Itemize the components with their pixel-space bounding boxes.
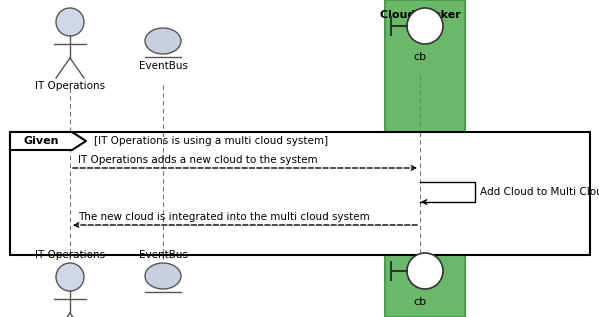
- Text: EventBus: EventBus: [138, 250, 187, 260]
- Ellipse shape: [145, 263, 181, 289]
- Circle shape: [56, 263, 84, 291]
- Circle shape: [407, 253, 443, 289]
- Text: cb: cb: [413, 52, 426, 62]
- Text: IT Operations: IT Operations: [35, 250, 105, 260]
- Ellipse shape: [145, 28, 181, 54]
- Text: cb: cb: [413, 297, 426, 307]
- Bar: [385, 0, 465, 317]
- Text: [IT Operations is using a multi cloud system]: [IT Operations is using a multi cloud sy…: [94, 136, 328, 146]
- Bar: [10, 132, 590, 255]
- Text: IT Operations: IT Operations: [35, 81, 105, 91]
- Text: EventBus: EventBus: [138, 61, 187, 71]
- Circle shape: [407, 8, 443, 44]
- Text: Cloud Broker: Cloud Broker: [380, 10, 461, 20]
- Text: Add Cloud to Multi Cloud: Add Cloud to Multi Cloud: [480, 187, 599, 197]
- Text: The new cloud is integrated into the multi cloud system: The new cloud is integrated into the mul…: [78, 212, 370, 222]
- Text: Given: Given: [23, 136, 59, 146]
- Text: IT Operations adds a new cloud to the system: IT Operations adds a new cloud to the sy…: [78, 155, 317, 165]
- Circle shape: [56, 8, 84, 36]
- Polygon shape: [10, 132, 86, 150]
